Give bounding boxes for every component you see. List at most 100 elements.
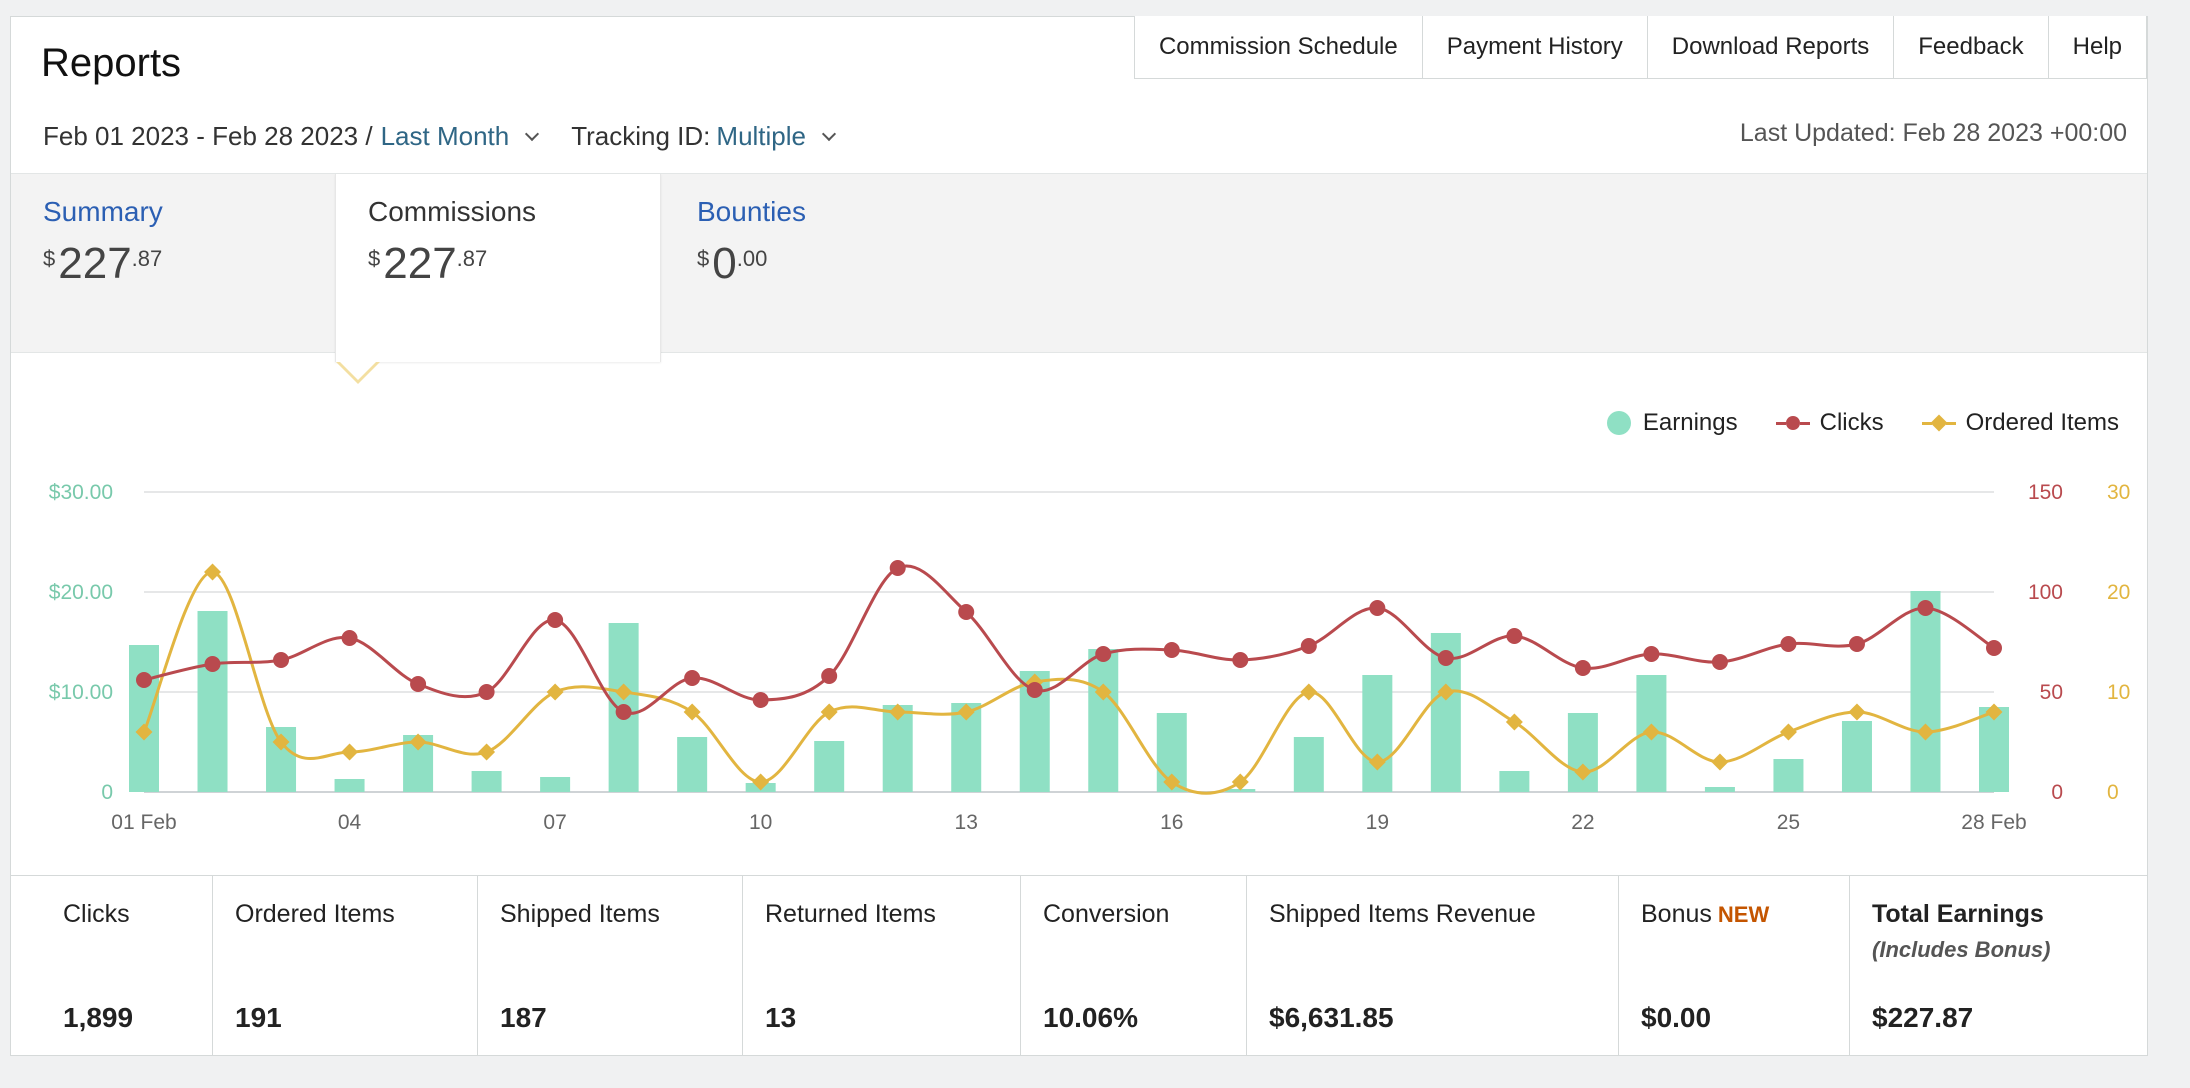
clicks-point [1848, 636, 1865, 652]
amount-cents: .87 [456, 246, 488, 271]
ordered-items-point [1300, 683, 1318, 701]
ordered-items-point [889, 703, 907, 721]
clicks-point [958, 604, 975, 620]
legend-label: Clicks [1819, 409, 1884, 436]
earnings-bar [677, 737, 708, 792]
clicks-point [684, 670, 701, 686]
ordered-items-point [204, 563, 222, 581]
stat-label: Total Earnings [1872, 900, 2044, 928]
ordered-items-point [409, 733, 427, 751]
clicks-point [273, 652, 290, 668]
earnings-bar [1225, 789, 1256, 792]
tab-summary[interactable]: Summary $ 227 .87 [11, 174, 333, 354]
x-tick-label: 16 [1160, 811, 1183, 834]
help-button[interactable]: Help [2047, 16, 2146, 78]
earnings-bar [1841, 721, 1872, 792]
y-tick-label-ordered: 20 [2107, 581, 2130, 604]
new-badge: NEW [1717, 902, 1770, 927]
earnings-dot-icon [1606, 411, 1631, 435]
clicks-point [752, 692, 769, 708]
legend-earnings[interactable]: Earnings [1606, 409, 1738, 437]
stat-label: Shipped Items [500, 900, 660, 928]
period-link[interactable]: Last Month [380, 121, 510, 151]
ordered-items-point [1437, 683, 1455, 701]
top-nav: Commission Schedule Payment History Down… [1133, 16, 2147, 79]
x-tick-label: 07 [543, 811, 566, 834]
legend-label: Earnings [1642, 409, 1738, 436]
chevron-down-icon [525, 126, 540, 141]
ordered-items-point [1985, 703, 2003, 721]
ordered-items-point [478, 743, 496, 761]
stat-label: Conversion [1043, 900, 1170, 928]
stat-returned-items: Returned Items 13 [742, 876, 1020, 1056]
stat-bonus: Bonus NEW $0.00 [1618, 876, 1849, 1056]
clicks-point [1711, 654, 1728, 670]
download-reports-button[interactable]: Download Reports [1646, 16, 1893, 78]
legend-clicks[interactable]: Clicks [1775, 409, 1884, 437]
legend-ordered-items[interactable]: Ordered Items [1921, 409, 2119, 437]
x-tick-label: 10 [749, 811, 772, 834]
stat-value: 187 [500, 1002, 547, 1033]
x-tick-label: 25 [1777, 811, 1800, 834]
earnings-bar [1499, 771, 1530, 792]
ordered-items-point [615, 683, 633, 701]
clicks-point [1369, 600, 1386, 616]
amount-cents: .00 [736, 246, 768, 271]
earnings-bar [814, 741, 845, 792]
ordered-items-line-icon [1921, 414, 1956, 432]
stat-label: Clicks [63, 900, 130, 928]
tab-bounties[interactable]: Bounties $ 0 .00 [665, 174, 987, 354]
clicks-point [1163, 642, 1180, 658]
ordered-items-point [957, 703, 975, 721]
ordered-items-point [1642, 723, 1660, 741]
y-tick-label-clicks: 50 [2040, 681, 2063, 704]
report-tabs: Summary $ 227 .87 Commissions $ 227 .87 … [11, 173, 2147, 362]
ordered-items-point [1574, 763, 1592, 781]
bonus-label: Bonus [1641, 900, 1712, 928]
clicks-point [1300, 638, 1317, 654]
clicks-point [547, 612, 564, 628]
clicks-point [615, 704, 632, 720]
ordered-items-point [683, 703, 701, 721]
clicks-point [1232, 652, 1249, 668]
clicks-point [821, 668, 838, 684]
feedback-button[interactable]: Feedback [1893, 16, 2047, 78]
clicks-point [204, 656, 221, 672]
clicks-line [143, 564, 1995, 715]
chart-legend: Earnings Clicks Ordered Items [1569, 409, 2119, 437]
earnings-bar [1910, 591, 1941, 792]
clicks-line-icon [1775, 416, 1810, 430]
clicks-point [1574, 660, 1591, 676]
y-tick-label-ordered: 10 [2107, 681, 2130, 704]
y-tick-label-left: $30.00 [49, 481, 113, 504]
x-tick-label: 13 [955, 811, 978, 834]
tab-label: Commissions [368, 196, 537, 227]
commission-schedule-button[interactable]: Commission Schedule [1158, 33, 1398, 60]
stat-label: Shipped Items Revenue [1269, 900, 1536, 928]
tracking-id-dropdown[interactable]: Tracking ID: Multiple [571, 121, 837, 152]
earnings-bar [1704, 787, 1735, 792]
tab-commissions[interactable]: Commissions $ 227 .87 [335, 174, 661, 362]
ordered-items-point [272, 733, 290, 751]
earnings-bar [1088, 649, 1119, 792]
y-tick-label-left: $10.00 [49, 681, 113, 704]
ordered-items-point [752, 773, 770, 791]
ordered-items-point [135, 723, 153, 741]
amount-whole: 0 [712, 239, 737, 288]
x-tick-label: 22 [1571, 811, 1594, 834]
currency-symbol: $ [368, 246, 381, 271]
reports-panel: Reports Commission Schedule Payment Hist… [10, 16, 2148, 1056]
tab-amount: $ 227 .87 [43, 242, 301, 286]
currency-symbol: $ [697, 246, 710, 271]
date-range-dropdown[interactable]: Feb 01 2023 - Feb 28 2023 / Last Month [43, 121, 540, 152]
payment-history-button[interactable]: Payment History [1421, 16, 1647, 78]
earnings-bar [471, 771, 502, 792]
stat-value: 10.06% [1043, 1002, 1138, 1033]
tracking-value-link[interactable]: Multiple [716, 121, 806, 151]
stat-value: 1,899 [63, 1002, 134, 1033]
clicks-point [1095, 646, 1112, 662]
last-updated-text: Last Updated: Feb 28 2023 +00:00 [1739, 119, 2127, 147]
x-tick-label: 28 Feb [1961, 811, 2026, 834]
page-title: Reports [41, 41, 182, 85]
y-tick-label-clicks: 150 [2028, 481, 2063, 504]
